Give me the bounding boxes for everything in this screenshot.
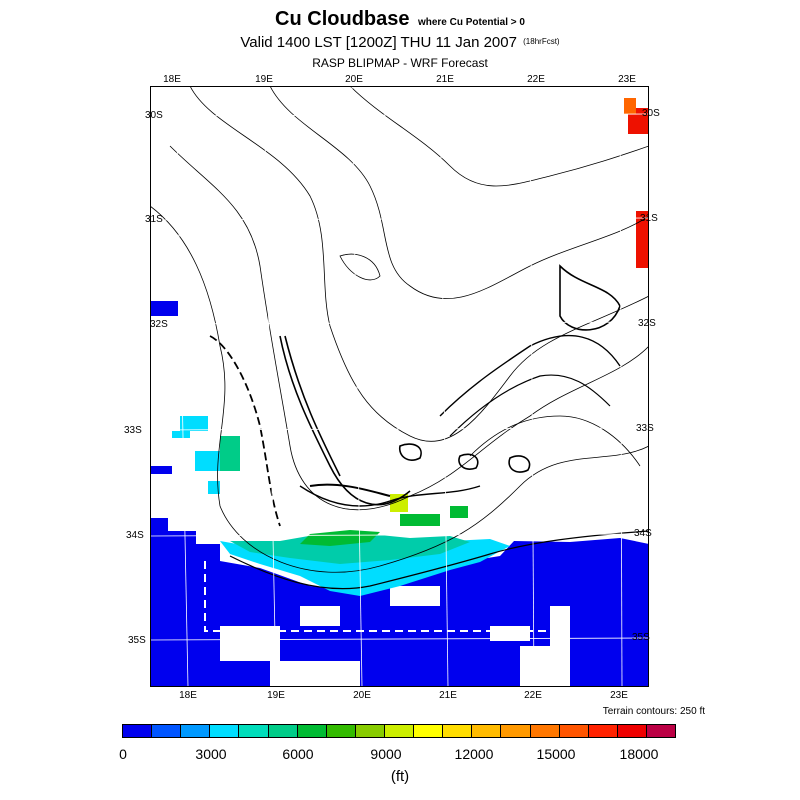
colorbar-swatch xyxy=(646,725,676,737)
right-lat-label: 30S xyxy=(642,108,660,119)
cloudbase-west-cells xyxy=(172,416,220,494)
colorbar-swatch xyxy=(268,725,298,737)
cloudbase-band-green xyxy=(300,506,468,546)
right-lat-label: 35S xyxy=(632,632,650,643)
colorbar-swatch xyxy=(210,725,240,737)
terrain-contours xyxy=(150,86,649,590)
title-text: Cu Cloudbase xyxy=(275,8,410,30)
colorbar-units: (ft) xyxy=(390,768,410,785)
bottom-lon-label: 21E xyxy=(439,690,457,701)
top-lon-label: 23E xyxy=(618,74,636,85)
top-lon-label: 20E xyxy=(345,74,363,85)
colorbar xyxy=(122,724,676,738)
cloudbase-ne-orange xyxy=(624,98,636,114)
right-lat-label: 32S xyxy=(638,318,656,329)
colorbar-swatch xyxy=(588,725,618,737)
boundary-dashed xyxy=(204,561,570,632)
forecast-note: (18hrFcst) xyxy=(523,37,560,46)
colorbar-tick: 15000 xyxy=(536,746,576,762)
colorbar-tick: 0 xyxy=(119,746,127,762)
map-canvas xyxy=(150,86,649,687)
bottom-lon-label: 20E xyxy=(353,690,371,701)
ocean-area xyxy=(150,301,649,687)
valid-text: Valid 1400 LST [1200Z] THU 11 Jan 2007 xyxy=(240,34,517,51)
colorbar-swatch xyxy=(123,725,153,737)
colorbar-swatch xyxy=(530,725,560,737)
right-lat-label: 33S xyxy=(636,423,654,434)
cloudbase-patch-yellow xyxy=(390,494,408,512)
colorbar-tick: 9000 xyxy=(370,746,402,762)
colorbar-swatch xyxy=(414,725,444,737)
bottom-lon-label: 18E xyxy=(179,690,197,701)
colorbar-swatch xyxy=(181,725,211,737)
map-title: Cu Cloudbase where Cu Potential > 0 xyxy=(0,8,800,31)
bottom-lon-label: 23E xyxy=(610,690,628,701)
colorbar-tick: 6000 xyxy=(282,746,314,762)
colorbar-swatch xyxy=(501,725,531,737)
graticule xyxy=(150,86,649,687)
colorbar-swatch xyxy=(384,725,415,737)
left-lat-label: 34S xyxy=(126,530,144,541)
colorbar-tick: 18000 xyxy=(619,746,659,762)
left-lat-label: 32S xyxy=(150,319,168,330)
map-frame xyxy=(150,86,649,687)
colorbar-swatch xyxy=(239,725,269,737)
terrain-note: Terrain contours: 250 ft xyxy=(602,706,705,717)
colorbar-tick: 3000 xyxy=(195,746,227,762)
left-lat-label: 35S xyxy=(128,635,146,646)
top-lon-label: 19E xyxy=(255,74,273,85)
land-patches xyxy=(220,586,570,687)
colorbar-tick: 12000 xyxy=(454,746,494,762)
top-lon-label: 18E xyxy=(163,74,181,85)
map-panel xyxy=(150,86,649,687)
top-lon-label: 21E xyxy=(436,74,454,85)
cloudbase-west-teal xyxy=(220,436,240,471)
colorbar-swatch xyxy=(297,725,327,737)
valid-time: Valid 1400 LST [1200Z] THU 11 Jan 2007 (… xyxy=(0,34,800,51)
colorbar-swatch xyxy=(152,725,182,737)
colorbar-swatch xyxy=(355,725,385,737)
bottom-lon-label: 22E xyxy=(524,690,542,701)
title-note: where Cu Potential > 0 xyxy=(417,17,525,28)
right-lat-label: 34S xyxy=(634,528,652,539)
top-lon-label: 22E xyxy=(527,74,545,85)
right-lat-label: 31S xyxy=(640,213,658,224)
source-line: RASP BLIPMAP - WRF Forecast xyxy=(312,56,488,70)
cloudbase-ne-red xyxy=(628,108,649,268)
colorbar-swatch xyxy=(617,725,647,737)
left-lat-label: 30S xyxy=(145,110,163,121)
colorbar-swatch xyxy=(472,725,502,737)
colorbar-swatch xyxy=(326,725,356,737)
colorbar-swatch xyxy=(443,725,473,737)
left-lat-label: 33S xyxy=(124,425,142,436)
colorbar-swatch xyxy=(559,725,589,737)
bottom-lon-label: 19E xyxy=(267,690,285,701)
left-lat-label: 31S xyxy=(145,214,163,225)
